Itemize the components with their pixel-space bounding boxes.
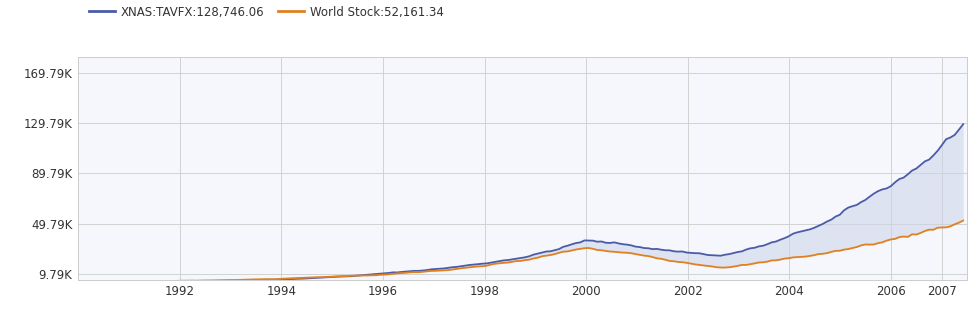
Legend: XNAS:TAVFX:128,746.06, World Stock:52,161.34: XNAS:TAVFX:128,746.06, World Stock:52,16… — [84, 1, 448, 23]
